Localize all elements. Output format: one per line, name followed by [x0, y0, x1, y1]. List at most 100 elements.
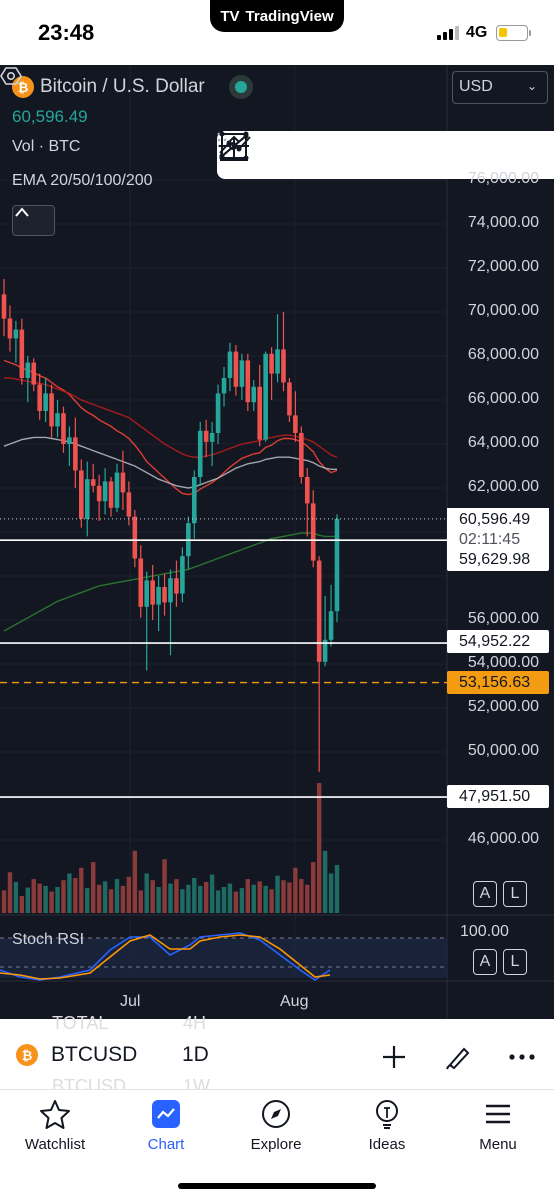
bar-countdown: 02:11:45 [459, 531, 521, 548]
price-axis-label: 50,000.00 [467, 742, 539, 759]
collapse-legend-button[interactable] [12, 205, 55, 236]
ghost-symbol-above: TOTAL [52, 1013, 109, 1033]
candle-body [316, 560, 322, 662]
price-axis-label: 66,000.00 [467, 390, 539, 407]
volume-bar [251, 884, 256, 913]
interval-picker[interactable]: 1D [182, 1043, 209, 1066]
measure-icon [220, 133, 248, 161]
candle-body [334, 518, 340, 612]
add-indicator-button[interactable] [378, 1041, 410, 1073]
candle-body [138, 558, 144, 607]
volume-bar [79, 867, 84, 913]
dynamic-island: TV TradingView [210, 0, 344, 32]
candles [1, 279, 340, 772]
candle-body [114, 472, 120, 508]
volume-bar [96, 884, 102, 913]
drawing-tools-button[interactable] [442, 1041, 474, 1073]
tab-menu[interactable]: Menu [443, 1098, 553, 1153]
symbol-picker[interactable]: BTCUSD [51, 1043, 138, 1066]
candle-body [67, 437, 72, 444]
volume-bar [31, 879, 36, 913]
candle-body [257, 386, 262, 440]
candle-body [102, 481, 108, 502]
volume-bar [156, 887, 161, 913]
price-line-label[interactable]: 59,629.98 [447, 548, 549, 571]
candle-body [197, 430, 203, 477]
volume-bar [37, 883, 42, 913]
path-tool[interactable] [219, 131, 400, 179]
tab-label: Explore [250, 1136, 302, 1153]
stoch-rsi-label[interactable]: Stoch RSI [12, 931, 85, 948]
volume-bars [1, 783, 340, 913]
candle-body [304, 477, 310, 504]
stoch-auto-scale-button[interactable]: A [473, 949, 497, 975]
candle-body [322, 639, 328, 662]
more-button[interactable] [506, 1041, 538, 1073]
price-chart[interactable] [0, 65, 554, 1019]
symbol-bar: TOTAL 4H BTCUSD 1W ₿ BTCUSD 1D [0, 1013, 554, 1096]
volume-bar [55, 887, 60, 913]
candle-body [310, 503, 316, 561]
volume-bar [203, 881, 209, 913]
measure-tool[interactable] [220, 131, 553, 179]
volume-bar [19, 896, 25, 913]
ema-legend[interactable]: EMA 20/50/100/200 [12, 172, 153, 189]
candle-body [25, 362, 31, 378]
tab-explore[interactable]: Explore [221, 1098, 331, 1153]
volume-bar [322, 850, 328, 913]
stoch-log-scale-button[interactable]: L [503, 949, 527, 975]
volume-bar [174, 879, 179, 913]
volume-bar [257, 881, 262, 913]
price-line-label[interactable]: 54,952.22 [447, 630, 549, 653]
trend-line-tool[interactable] [219, 131, 298, 179]
volume-bar [162, 859, 167, 913]
candle-body [269, 353, 274, 374]
candle-body [126, 492, 132, 517]
candle-body [215, 393, 221, 433]
volume-bar [102, 881, 108, 913]
volume-legend[interactable]: Vol · BTC [12, 138, 81, 155]
volume-bar [90, 862, 96, 913]
candle-body [150, 580, 155, 605]
alert-price-label[interactable]: 53,156.63 [447, 671, 549, 694]
bitcoin-icon: ₿ [16, 1044, 38, 1066]
candle-body [287, 382, 292, 416]
candle-body [299, 433, 304, 477]
chart-settings-icon[interactable] [0, 65, 22, 87]
candle-body [263, 353, 268, 440]
price-axis-label: 72,000.00 [467, 258, 539, 275]
volume-bar [186, 884, 191, 913]
tab-chart[interactable]: Chart [111, 1098, 221, 1153]
volume-bar [275, 875, 280, 913]
volume-bar [168, 883, 173, 913]
status-time: 23:48 [38, 20, 95, 45]
candle-body [328, 611, 334, 640]
horizontal-ray-tool[interactable] [219, 131, 349, 179]
ema-100-line [3, 436, 337, 489]
price-line-label[interactable]: 47,951.50 [447, 785, 549, 808]
pair-name[interactable]: Bitcoin / U.S. Dollar [40, 76, 205, 97]
bottom-tab-bar: Watchlist Chart Explore Ideas Menu [0, 1089, 554, 1200]
candle-body [162, 587, 167, 603]
volume-bar [245, 879, 251, 913]
tradingview-logo-icon: TV [220, 7, 240, 25]
currency-select[interactable]: USD ⌄ [452, 71, 548, 104]
tab-watchlist[interactable]: Watchlist [0, 1098, 110, 1153]
drawing-toolbar [217, 131, 554, 179]
stoch-band [0, 938, 447, 978]
price-axis-label: 62,000.00 [467, 478, 539, 495]
log-scale-button[interactable]: L [503, 881, 527, 907]
candle-body [239, 360, 245, 387]
lightbulb-icon [376, 1100, 398, 1129]
auto-scale-button[interactable]: A [473, 881, 497, 907]
ema-20-line [3, 359, 338, 496]
chart-panel[interactable]: ₿ Bitcoin / U.S. Dollar 60,596.49 Vol · … [0, 65, 554, 1019]
candle-body [221, 378, 227, 394]
volume-bar [1, 890, 7, 913]
volume-bar [227, 883, 233, 913]
rectangle-tool[interactable] [219, 131, 451, 179]
candle-body [96, 485, 102, 502]
tab-ideas[interactable]: Ideas [332, 1098, 442, 1153]
volume-bar [144, 873, 149, 913]
